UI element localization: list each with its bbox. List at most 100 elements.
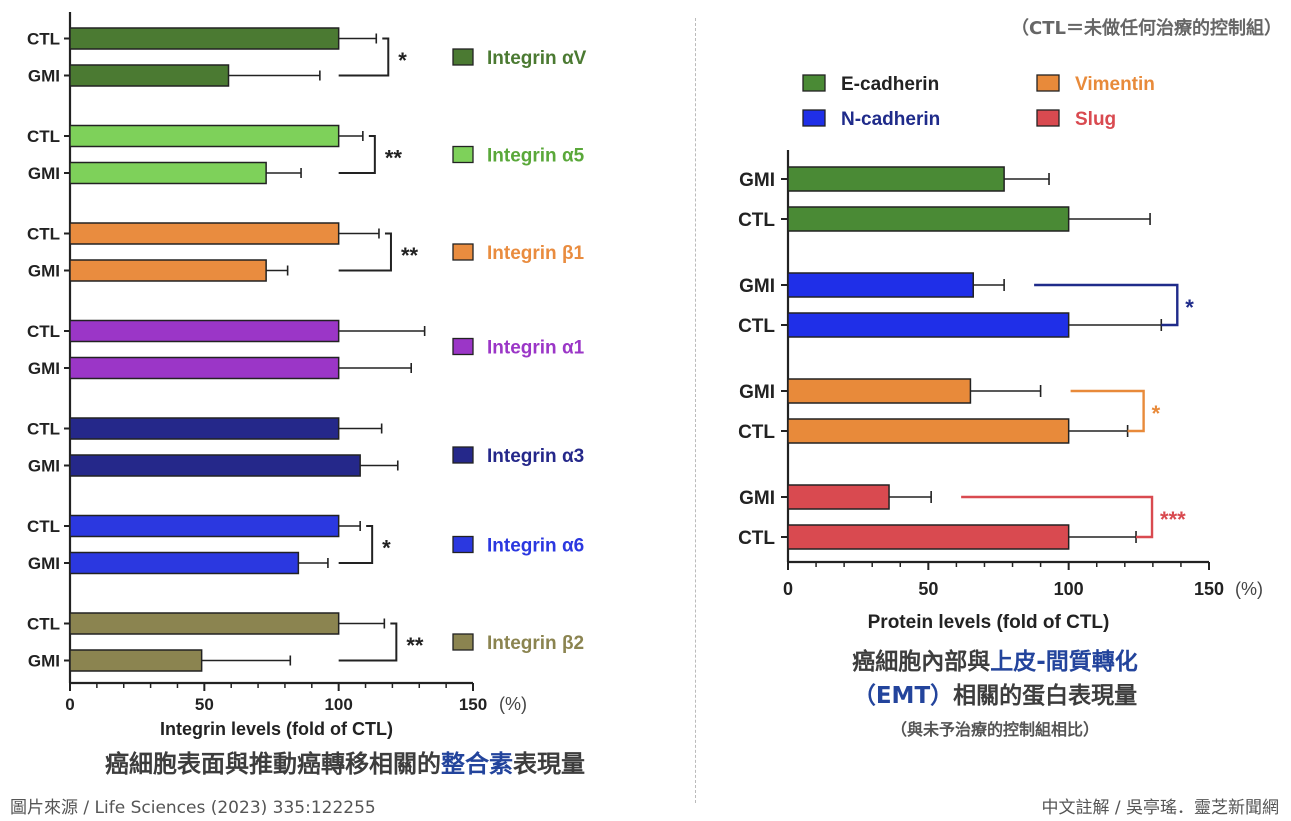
significance-marker: * xyxy=(1185,295,1194,320)
legend-label: Integrin α5 xyxy=(487,146,585,167)
legend-swatch xyxy=(452,535,474,554)
legend-label: Integrin α6 xyxy=(487,536,584,557)
x-tick-label: 0 xyxy=(65,695,74,714)
bar xyxy=(69,27,340,50)
significance-bracket xyxy=(338,37,390,77)
y-tick-label: GMI xyxy=(739,276,775,297)
left-caption-text: 癌細胞表面與推動癌轉移相關的 xyxy=(105,750,441,778)
x-tick-label: 150 xyxy=(1194,579,1224,599)
right-caption: 癌細胞內部與上皮-間質轉化 （EMT）相關的蛋白表現量 xyxy=(700,645,1290,713)
y-tick-label: GMI xyxy=(28,262,60,281)
panel-divider xyxy=(695,18,696,803)
x-tick-label: 150 xyxy=(459,695,487,714)
bar xyxy=(787,378,972,404)
legend-label: Vimentin xyxy=(1075,74,1155,95)
y-tick-label: GMI xyxy=(739,488,775,509)
legend-swatch xyxy=(1036,109,1060,127)
significance-bracket xyxy=(338,525,374,564)
x-tick-label: 50 xyxy=(918,579,938,599)
legend-label: E-cadherin xyxy=(841,74,939,95)
legend-swatch xyxy=(1036,74,1060,92)
y-tick-label: CTL xyxy=(27,127,60,146)
y-tick-label: CTL xyxy=(27,322,60,341)
significance-bracket xyxy=(338,135,376,174)
y-tick-label: CTL xyxy=(27,420,60,439)
legend-label: Slug xyxy=(1075,109,1116,130)
significance-bracket xyxy=(1070,389,1145,433)
legend-label: Integrin β1 xyxy=(487,243,585,264)
legend-swatch xyxy=(452,48,474,66)
legend-label: Integrin α1 xyxy=(487,338,585,359)
legend-swatch xyxy=(452,633,474,651)
significance-bracket xyxy=(961,495,1154,539)
significance-bracket xyxy=(1034,283,1179,327)
y-tick-label: GMI xyxy=(739,382,775,403)
bar xyxy=(69,612,340,635)
y-tick-label: GMI xyxy=(28,359,60,378)
emt-protein-chart: E-cadherin Vimentin N-cadherin Slug 0 50 100 15… xyxy=(738,74,1263,633)
y-tick-label: CTL xyxy=(738,210,775,231)
bar xyxy=(69,356,340,380)
bar xyxy=(69,514,340,538)
bar xyxy=(69,319,340,343)
bar xyxy=(787,272,974,298)
bar xyxy=(69,454,361,477)
right-caption-emt: （EMT） xyxy=(852,683,954,709)
x-tick-label: 0 xyxy=(783,579,793,599)
left-caption: 癌細胞表面與推動癌轉移相關的整合素表現量 xyxy=(0,744,690,779)
legend-swatch xyxy=(452,446,474,464)
significance-marker: *** xyxy=(1160,507,1186,532)
significance-marker: ** xyxy=(401,243,419,268)
significance-marker: * xyxy=(382,536,391,561)
bar xyxy=(787,312,1070,338)
y-tick-label: CTL xyxy=(27,30,60,49)
right-caption-subnote: （與未予治療的控制組相比） xyxy=(890,720,1099,739)
bar xyxy=(69,222,340,245)
bar xyxy=(69,551,300,575)
legend-swatch xyxy=(452,243,474,261)
legend-swatch xyxy=(452,145,474,164)
significance-marker: * xyxy=(398,48,407,73)
significance-marker: ** xyxy=(406,633,424,658)
right-caption-highlight: 上皮-間質轉化 xyxy=(990,649,1138,675)
y-tick-label: GMI xyxy=(739,170,775,191)
legend-label: Integrin αV xyxy=(487,48,587,69)
x-unit-label: (%) xyxy=(1235,579,1263,599)
image-source: 圖片來源 / Life Sciences (2023) 335:122255 xyxy=(10,798,376,818)
legend-label: Integrin α3 xyxy=(487,446,584,467)
y-tick-label: GMI xyxy=(28,652,60,671)
bar xyxy=(69,649,203,672)
right-caption-line1: 癌細胞內部與上皮-間質轉化 xyxy=(700,645,1290,679)
x-tick-label: 100 xyxy=(324,695,352,714)
annotation-credit: 中文註解 / 吳亭瑤．靈芝新聞網 xyxy=(1041,798,1279,818)
bar xyxy=(787,166,1005,192)
right-caption-text: 癌細胞內部與 xyxy=(852,649,991,675)
bar xyxy=(69,161,267,185)
x-tick-label: 50 xyxy=(195,695,214,714)
significance-bracket xyxy=(338,622,398,662)
y-tick-label: CTL xyxy=(27,225,60,244)
integrin-chart: 0 50 100 150 (%) Integrin levels (fold of CTL… xyxy=(27,12,587,739)
bar xyxy=(69,417,340,440)
x-axis-title: Integrin levels (fold of CTL) xyxy=(160,719,393,739)
significance-marker: * xyxy=(1152,401,1161,426)
x-axis-title: Protein levels (fold of CTL) xyxy=(868,612,1110,633)
y-tick-label: CTL xyxy=(27,615,60,634)
y-tick-label: CTL xyxy=(738,316,775,337)
bar xyxy=(787,418,1070,444)
bar xyxy=(69,64,230,87)
bar xyxy=(69,259,267,282)
y-tick-label: CTL xyxy=(27,517,60,536)
y-tick-label: GMI xyxy=(28,67,60,86)
y-tick-label: GMI xyxy=(28,457,60,476)
bar xyxy=(787,484,890,510)
y-tick-label: GMI xyxy=(28,164,60,183)
bar xyxy=(69,124,340,148)
legend-swatch xyxy=(802,109,826,127)
right-caption-line2: （EMT）相關的蛋白表現量 xyxy=(700,679,1290,713)
right-caption-tail: 相關的蛋白表現量 xyxy=(953,683,1138,709)
significance-marker: ** xyxy=(385,146,403,171)
left-caption-highlight: 整合素 xyxy=(441,750,513,778)
bar xyxy=(787,206,1070,232)
legend-swatch xyxy=(452,337,474,356)
